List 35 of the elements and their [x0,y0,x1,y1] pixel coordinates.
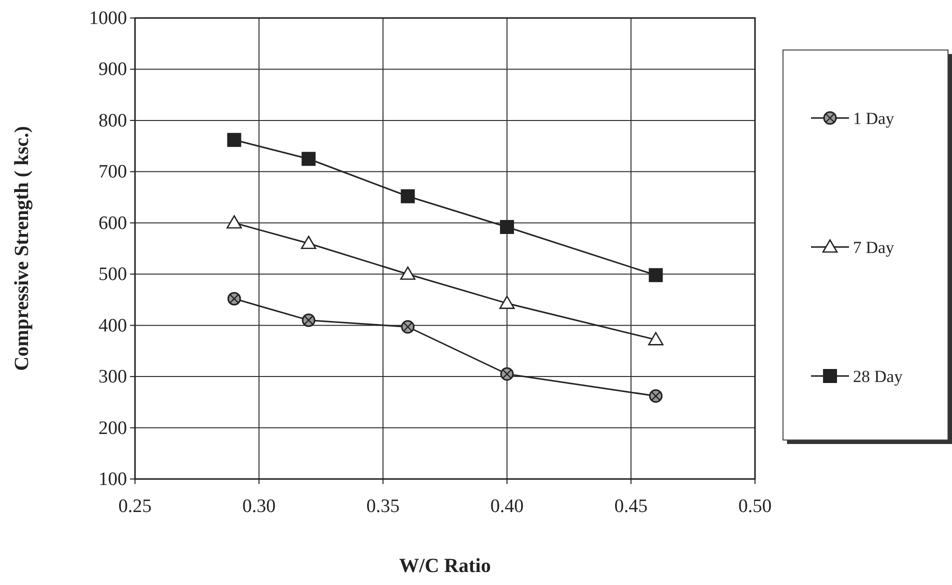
legend-label: 28 Day [853,367,904,386]
point [400,266,416,280]
point [648,332,664,346]
x-axis-title: W/C Ratio [399,555,491,577]
x-tick-label: 0.35 [366,496,400,517]
y-tick-label: 100 [98,469,127,490]
point [302,313,316,327]
legend-label: 7 Day [853,238,895,257]
y-tick-label: 200 [98,418,127,439]
point [500,220,514,234]
point [227,132,242,147]
y-axis-title: Compressive Strength ( ksc.) [11,126,33,371]
legend-label: 1 Day [853,109,895,128]
y-tick-label: 600 [98,212,127,234]
x-tick-label: 0.40 [490,496,524,517]
point [302,152,316,166]
x-tick-label: 0.50 [738,496,772,517]
y-tick-label: 400 [98,315,127,336]
y-tick-label: 800 [98,110,127,132]
point [300,236,316,250]
point [226,215,242,229]
point [649,389,663,403]
point [648,268,663,282]
point [227,292,241,306]
y-tick-label: 900 [98,59,127,80]
y-tick-label: 700 [98,162,127,183]
x-tick-label: 0.25 [118,496,152,517]
point [401,320,415,334]
point [400,189,415,204]
y-tick-label: 300 [98,366,127,388]
x-tick-label: 0.30 [242,496,276,517]
y-tick-label: 500 [98,264,127,286]
x-tick-label: 0.45 [614,496,648,517]
point [499,296,515,309]
y-tick-label: 1000 [89,8,127,29]
